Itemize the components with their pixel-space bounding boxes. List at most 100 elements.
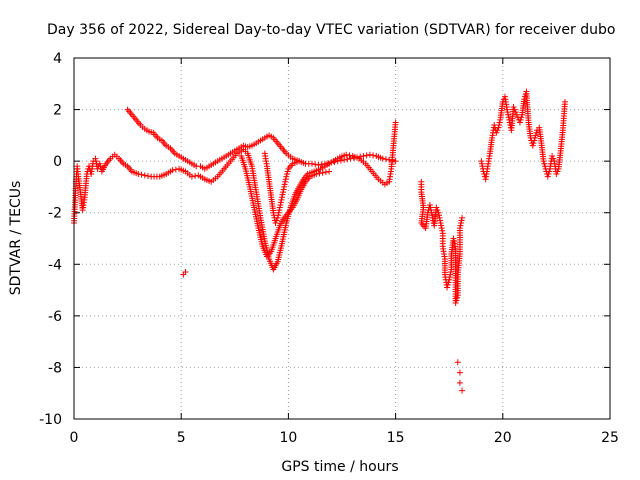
data-point	[446, 276, 453, 283]
data-point	[280, 186, 287, 193]
data-point	[284, 168, 291, 175]
y-tick-label: 2	[53, 103, 62, 119]
data-point	[459, 214, 466, 221]
data-point	[512, 109, 519, 116]
data-point	[182, 269, 189, 276]
data-point	[550, 155, 557, 162]
grid	[74, 58, 610, 419]
data-point	[459, 387, 466, 394]
data-point	[312, 161, 319, 168]
data-point	[277, 199, 284, 206]
data-point	[531, 134, 538, 141]
data-point	[434, 207, 441, 214]
data-point	[496, 119, 503, 126]
data-point	[427, 207, 434, 214]
data-point	[437, 220, 444, 227]
data-point	[172, 166, 179, 173]
data-point	[276, 204, 283, 211]
x-tick-label: 5	[177, 430, 186, 446]
data-point	[188, 173, 195, 180]
data-point	[447, 271, 454, 278]
data-point	[454, 294, 461, 301]
data-point	[337, 157, 344, 164]
data-point	[504, 106, 511, 113]
data-point	[546, 168, 553, 175]
data-point	[279, 191, 286, 198]
data-point	[141, 172, 148, 179]
data-point	[541, 160, 548, 167]
data-point	[370, 152, 377, 159]
data-point	[382, 156, 389, 163]
data-point	[138, 171, 145, 178]
data-point	[454, 359, 461, 366]
data-point	[344, 156, 351, 163]
data-point	[518, 114, 525, 121]
data-point	[315, 162, 322, 169]
data-point	[278, 194, 285, 201]
data-point	[506, 116, 513, 123]
y-tick-label: -2	[48, 206, 62, 222]
data-point	[561, 98, 568, 105]
x-tick-label: 15	[387, 430, 405, 446]
data-point	[280, 189, 287, 196]
data-point	[296, 158, 303, 165]
data-point	[276, 207, 283, 214]
data-point	[445, 279, 452, 286]
data-point	[540, 158, 547, 165]
data-point	[533, 129, 540, 136]
data-point	[545, 171, 552, 178]
data-point	[452, 243, 459, 250]
y-axis-label: SDTVAR / TECUs	[8, 181, 24, 296]
data-point	[433, 204, 440, 211]
data-point	[343, 151, 350, 158]
data-point	[363, 152, 370, 159]
data-point	[275, 209, 282, 216]
y-tick-label: -4	[48, 257, 62, 273]
data-point	[478, 160, 485, 167]
data-point	[438, 222, 445, 229]
data-point	[308, 160, 315, 167]
data-point	[479, 163, 486, 170]
data-point	[438, 225, 445, 232]
data-point	[316, 170, 323, 177]
data-point	[144, 172, 151, 179]
data-point	[357, 153, 364, 160]
data-point	[435, 209, 442, 216]
data-point	[386, 156, 393, 163]
data-point	[319, 169, 326, 176]
data-point	[444, 281, 451, 288]
data-point	[282, 178, 289, 185]
y-tick-label: 4	[53, 51, 62, 67]
data-point	[451, 240, 458, 247]
data-point	[497, 116, 504, 123]
data-point	[504, 109, 511, 116]
data-point	[505, 114, 512, 121]
data-point	[360, 152, 367, 159]
data-point	[437, 217, 444, 224]
data-point	[389, 157, 396, 164]
data-point	[313, 171, 320, 178]
data-point	[325, 160, 332, 167]
data-point	[277, 201, 284, 208]
data-points	[71, 88, 568, 394]
data-point	[273, 217, 280, 224]
data-point	[457, 222, 464, 229]
data-point	[278, 196, 285, 203]
data-point	[379, 155, 386, 162]
x-tick-label: 25	[601, 430, 619, 446]
data-point	[513, 111, 520, 118]
data-point	[135, 171, 142, 178]
data-point	[322, 169, 329, 176]
data-point	[447, 269, 454, 276]
y-tick-label: 0	[53, 154, 62, 170]
data-point	[427, 204, 434, 211]
data-point	[532, 132, 539, 139]
tick-labels: 0 5 10 15 20 25 -10 -8 -6 -4 -2 0 2 4	[39, 51, 619, 446]
data-point	[429, 212, 436, 219]
data-point	[366, 151, 373, 158]
data-point	[92, 158, 99, 165]
data-point	[446, 274, 453, 281]
data-point	[531, 137, 538, 144]
data-point	[326, 168, 333, 175]
